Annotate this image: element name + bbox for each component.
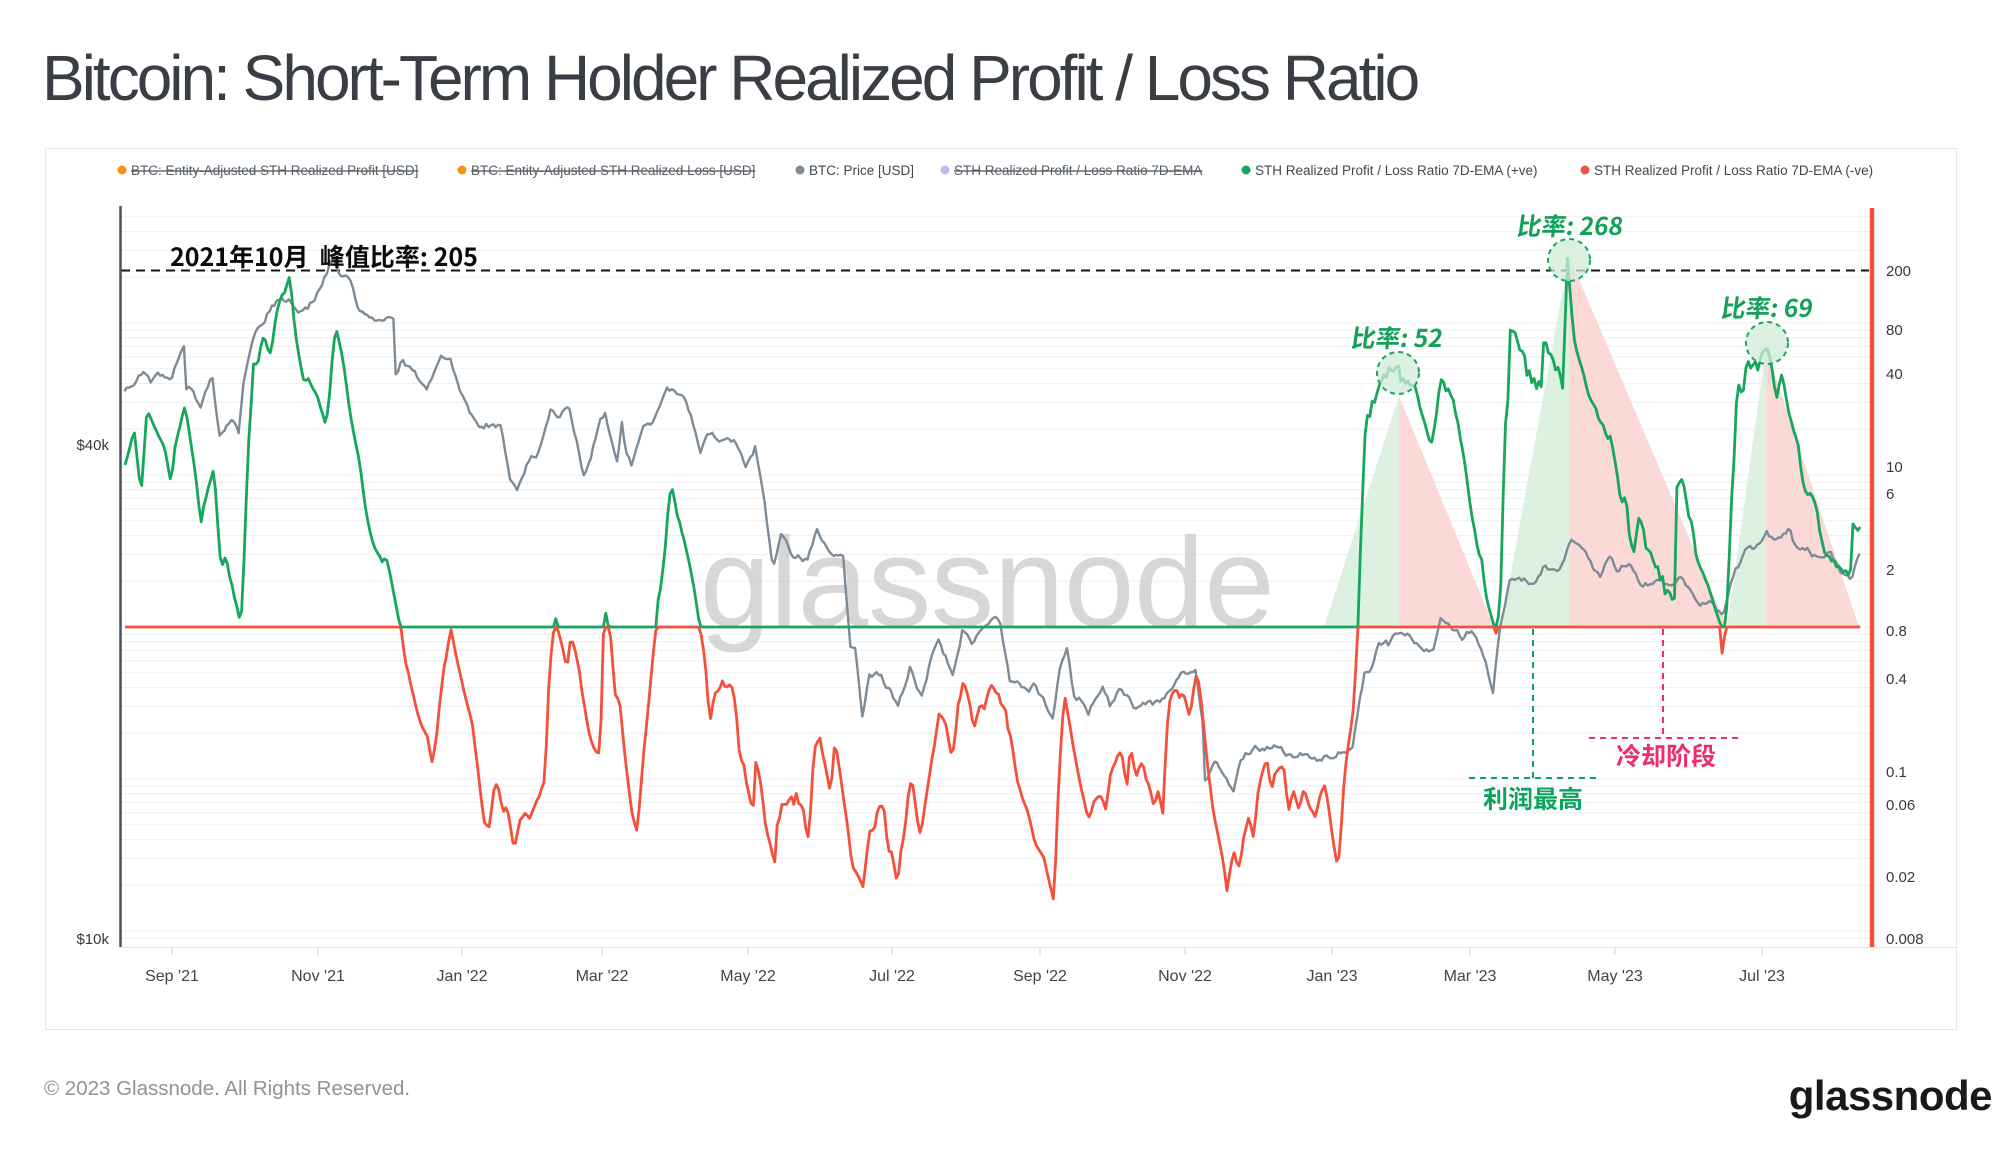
svg-text:Jul '23: Jul '23 — [1739, 968, 1785, 985]
svg-text:Sep '21: Sep '21 — [145, 968, 199, 985]
svg-text:Bitcoin: Short-Term Holder Rea: Bitcoin: Short-Term Holder Realized Prof… — [42, 42, 1418, 114]
svg-text:200: 200 — [1886, 263, 1911, 280]
svg-text:May '23: May '23 — [1587, 968, 1643, 985]
svg-text:Mar '23: Mar '23 — [1444, 968, 1497, 985]
svg-text:10: 10 — [1886, 459, 1903, 476]
svg-text:STH Realized Profit / Loss Rat: STH Realized Profit / Loss Ratio 7D-EMA … — [1255, 163, 1537, 178]
svg-text:0.1: 0.1 — [1886, 764, 1907, 781]
svg-text:$10k: $10k — [76, 931, 109, 948]
svg-text:0.8: 0.8 — [1886, 623, 1907, 640]
svg-text:Mar '22: Mar '22 — [576, 968, 629, 985]
svg-text:STH Realized Profit / Loss Rat: STH Realized Profit / Loss Ratio 7D-EMA … — [1594, 163, 1873, 178]
svg-text:Jan '23: Jan '23 — [1306, 968, 1357, 985]
svg-text:BTC: Price [USD]: BTC: Price [USD] — [809, 163, 914, 178]
svg-text:0.06: 0.06 — [1886, 797, 1915, 814]
svg-text:Nov '22: Nov '22 — [1158, 968, 1212, 985]
svg-text:Jul '22: Jul '22 — [869, 968, 915, 985]
svg-text:Nov '21: Nov '21 — [291, 968, 345, 985]
svg-text:© 2023 Glassnode. All Rights R: © 2023 Glassnode. All Rights Reserved. — [44, 1077, 410, 1100]
svg-text:6: 6 — [1886, 486, 1894, 503]
svg-text:0.02: 0.02 — [1886, 869, 1915, 886]
svg-text:BTC: Entity-Adjusted STH Reali: BTC: Entity-Adjusted STH Realized Profit… — [131, 163, 418, 178]
svg-text:80: 80 — [1886, 322, 1903, 339]
svg-text:0.4: 0.4 — [1886, 671, 1907, 688]
svg-text:glassnode: glassnode — [700, 511, 1275, 653]
svg-text:2: 2 — [1886, 562, 1894, 579]
svg-text:0.008: 0.008 — [1886, 931, 1924, 948]
svg-text:glassnode: glassnode — [1789, 1072, 1992, 1119]
svg-text:Jan '22: Jan '22 — [436, 968, 487, 985]
svg-text:May '22: May '22 — [720, 968, 776, 985]
svg-text:STH Realized Profit / Loss Rat: STH Realized Profit / Loss Ratio 7D-EMA — [954, 163, 1202, 178]
svg-text:BTC: Entity-Adjusted STH Reali: BTC: Entity-Adjusted STH Realized Loss [… — [471, 163, 755, 178]
svg-text:Sep '22: Sep '22 — [1013, 968, 1067, 985]
svg-text:40: 40 — [1886, 366, 1903, 383]
svg-text:$40k: $40k — [76, 437, 109, 454]
